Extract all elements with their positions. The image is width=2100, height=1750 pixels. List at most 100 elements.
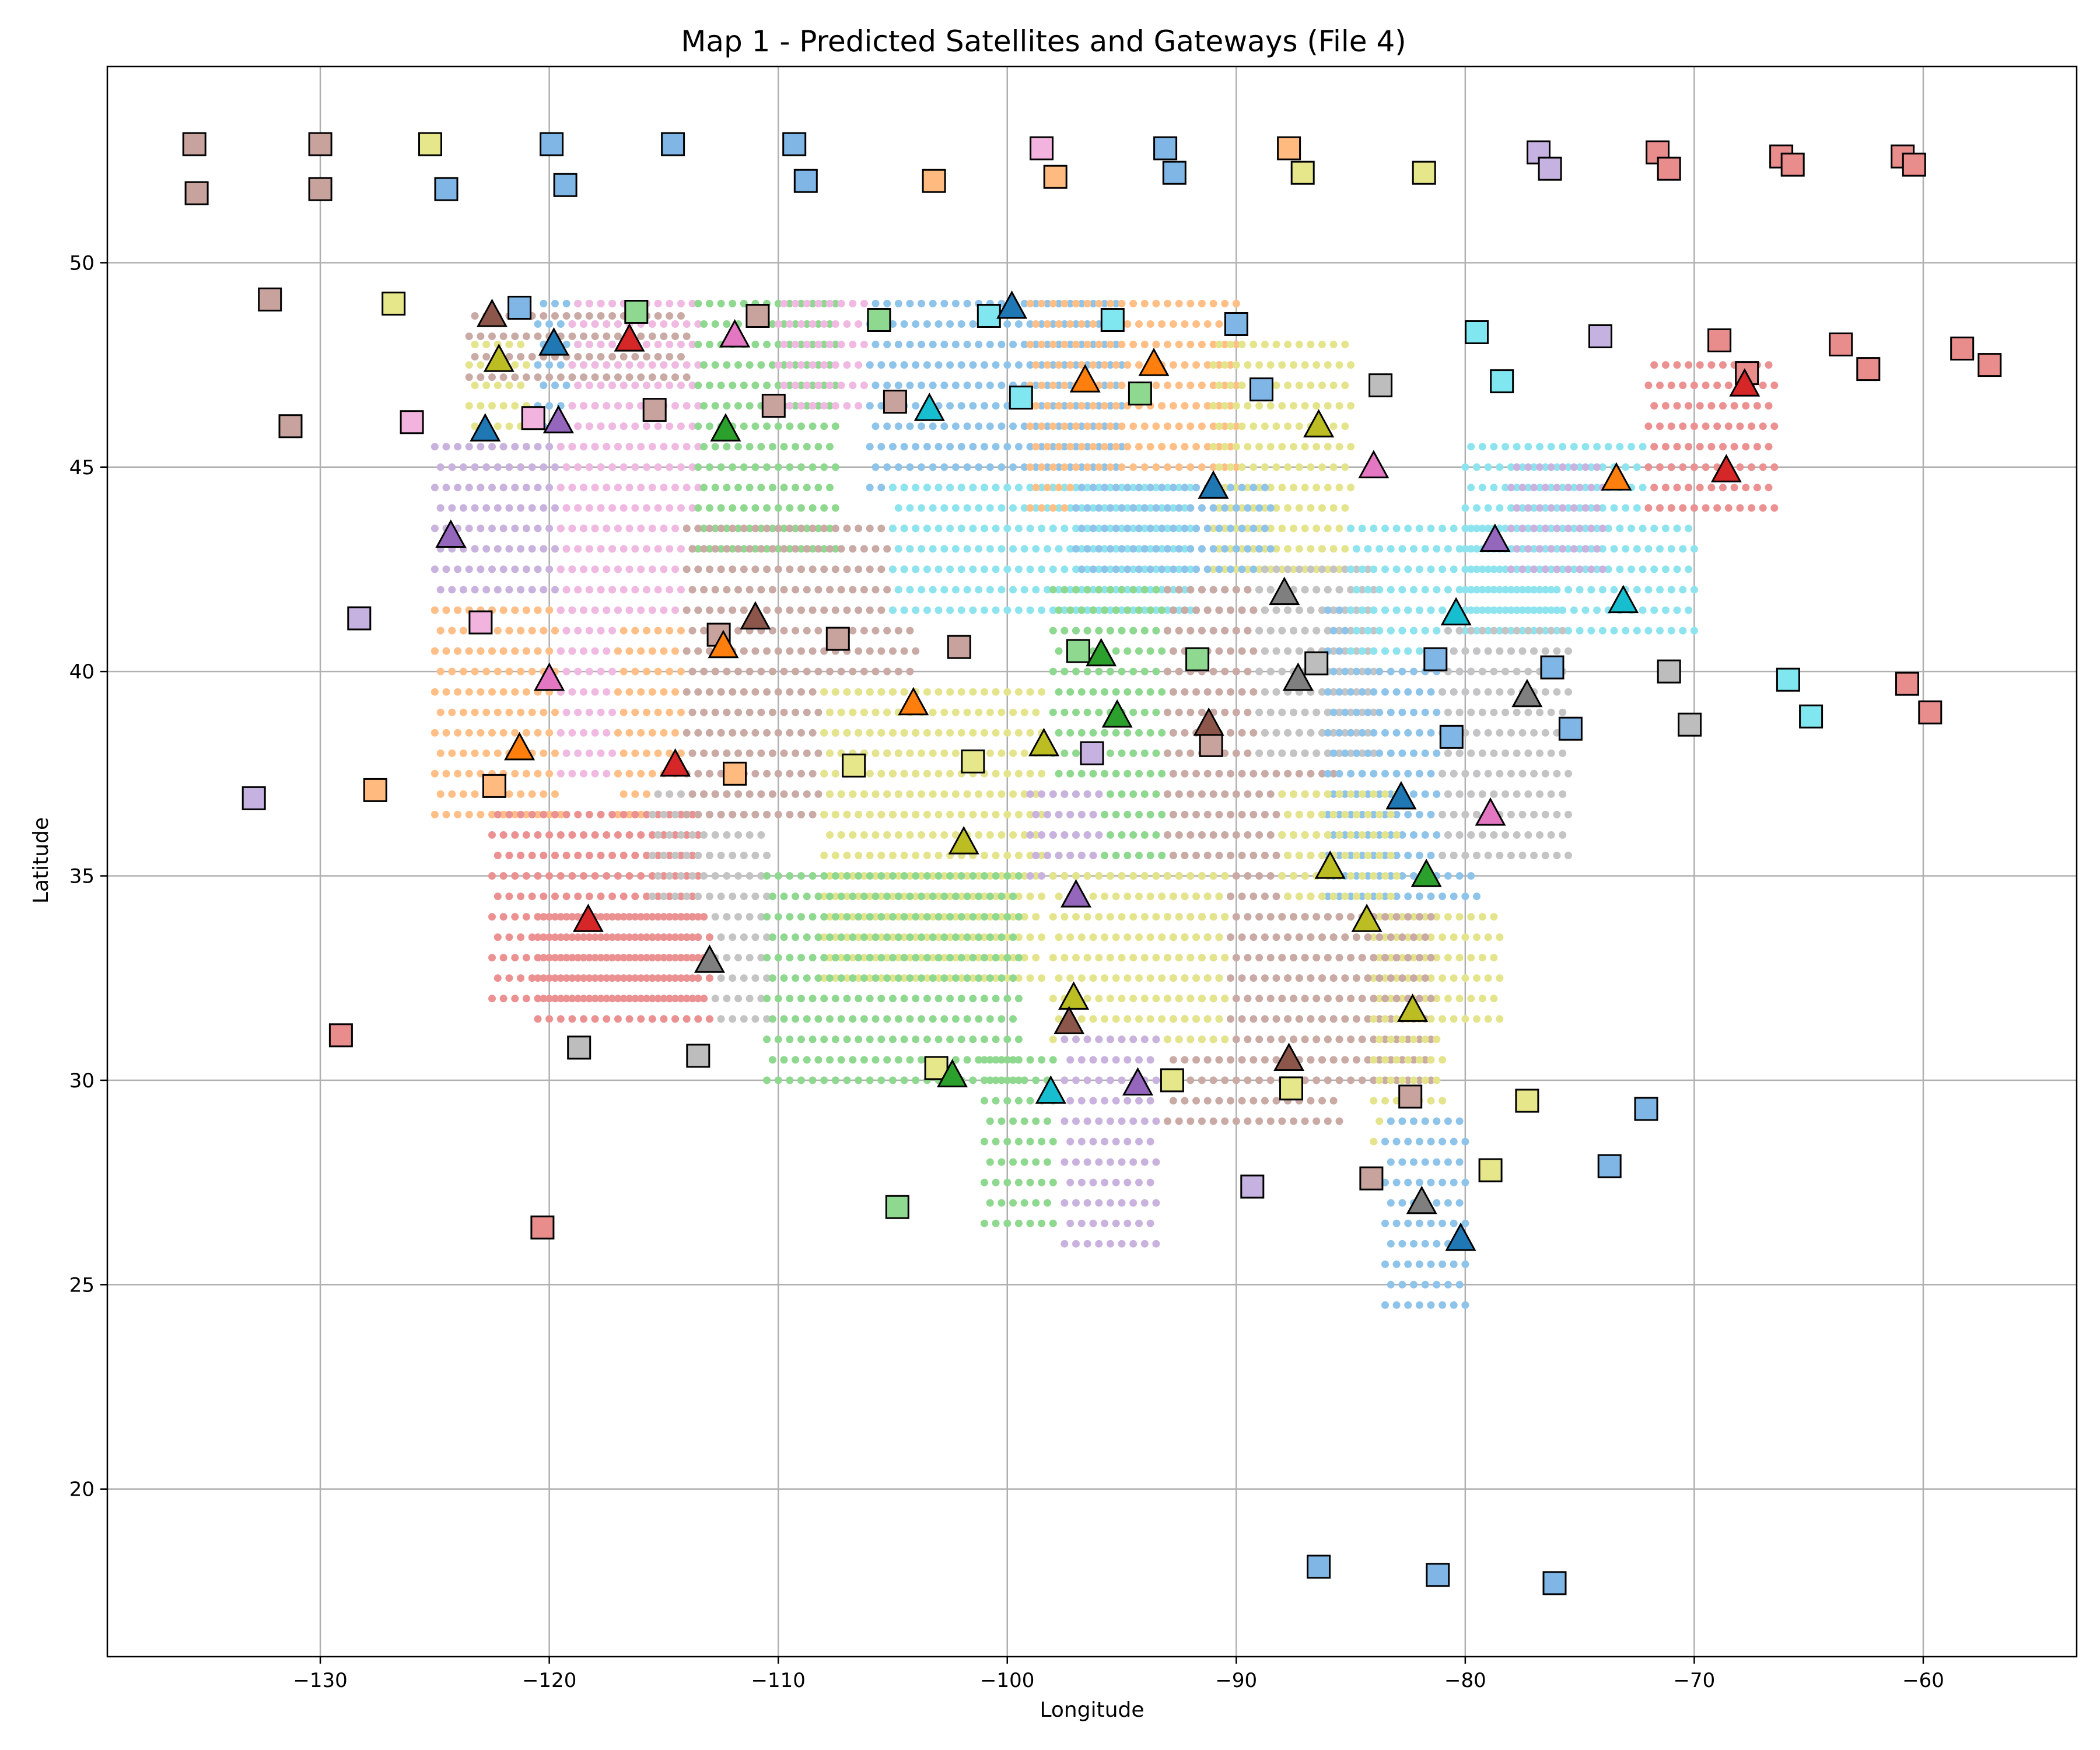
coverage-point — [1164, 586, 1171, 594]
coverage-point — [1724, 504, 1732, 512]
coverage-point — [1158, 402, 1166, 410]
coverage-point — [986, 974, 994, 982]
coverage-point — [729, 729, 737, 737]
coverage-point — [992, 913, 1000, 921]
coverage-point — [1009, 1158, 1017, 1166]
coverage-point — [700, 831, 708, 839]
coverage-point — [1295, 565, 1303, 573]
coverage-point — [792, 1015, 800, 1023]
coverage-point — [1077, 810, 1086, 818]
coverage-point — [430, 729, 439, 737]
coverage-point — [1140, 626, 1149, 635]
coverage-point — [1415, 606, 1423, 614]
coverage-point — [494, 382, 502, 390]
coverage-point — [1238, 1015, 1246, 1023]
coverage-point — [820, 913, 828, 921]
coverage-point — [1335, 586, 1343, 594]
coverage-point — [1530, 463, 1538, 471]
coverage-point — [883, 974, 891, 982]
coverage-point — [1490, 626, 1498, 635]
coverage-point — [631, 790, 639, 798]
coverage-point — [1622, 504, 1630, 512]
coverage-point — [1112, 1178, 1120, 1186]
coverage-point — [1324, 626, 1332, 635]
coverage-point — [1347, 402, 1355, 410]
coverage-point — [1644, 463, 1653, 471]
coverage-point — [631, 667, 639, 676]
coverage-point — [1576, 586, 1584, 594]
coverage-point — [556, 913, 565, 921]
coverage-point — [889, 872, 897, 880]
coverage-point — [957, 892, 965, 901]
coverage-point — [786, 729, 794, 737]
coverage-point — [1232, 299, 1240, 307]
coverage-point — [1198, 504, 1206, 512]
coverage-point — [556, 320, 565, 328]
coverage-point — [803, 626, 811, 635]
coverage-point — [556, 769, 565, 778]
coverage-point — [1244, 913, 1252, 921]
coverage-point — [1335, 402, 1343, 410]
coverage-point — [860, 626, 868, 635]
coverage-point — [935, 565, 943, 573]
coverage-point — [534, 484, 542, 492]
coverage-point — [682, 332, 691, 340]
coverage-point — [746, 708, 754, 716]
coverage-point — [780, 708, 788, 716]
coverage-point — [705, 852, 713, 859]
coverage-point — [1559, 831, 1567, 839]
coverage-point — [1215, 422, 1223, 430]
coverage-point — [1044, 402, 1051, 410]
coverage-point — [792, 320, 800, 328]
coverage-point — [975, 954, 983, 962]
coverage-point — [998, 1158, 1006, 1166]
coverage-point — [1089, 443, 1097, 451]
coverage-point — [591, 954, 599, 962]
coverage-point — [872, 913, 880, 921]
coverage-point — [734, 995, 742, 1003]
coverage-point — [1169, 647, 1177, 655]
coverage-point — [1455, 749, 1464, 757]
coverage-point — [1570, 484, 1578, 492]
coverage-point — [872, 974, 880, 982]
coverage-point — [855, 688, 863, 696]
coverage-point — [855, 933, 863, 942]
chart-title: Map 1 - Predicted Satellites and Gateway… — [681, 24, 1406, 58]
coverage-point — [1421, 708, 1429, 716]
coverage-point — [826, 954, 834, 962]
coverage-point — [1181, 320, 1189, 328]
coverage-point — [1129, 667, 1138, 676]
coverage-point — [1181, 606, 1189, 614]
coverage-point — [1335, 892, 1343, 901]
coverage-point — [1696, 361, 1704, 369]
coverage-point — [585, 667, 593, 676]
coverage-point — [511, 995, 519, 1003]
coverage-point — [1507, 524, 1515, 533]
coverage-point — [1083, 504, 1091, 512]
coverage-point — [465, 361, 473, 369]
coverage-point — [803, 892, 811, 901]
coverage-point — [1290, 443, 1297, 451]
coverage-point — [660, 913, 668, 921]
coverage-point — [1724, 422, 1732, 430]
coverage-point — [1444, 708, 1452, 716]
coverage-point — [843, 995, 851, 1003]
coverage-point — [1238, 606, 1246, 614]
coverage-point — [951, 545, 960, 553]
coverage-point — [1444, 831, 1452, 839]
coverage-point — [1690, 422, 1698, 430]
coverage-point — [1032, 402, 1040, 410]
coverage-point — [1209, 667, 1217, 676]
coverage-point — [1404, 729, 1412, 737]
coverage-point — [711, 361, 719, 369]
coverage-point — [540, 933, 548, 942]
coverage-point — [1009, 913, 1017, 921]
coverage-point — [1232, 382, 1240, 390]
coverage-point — [1255, 831, 1264, 839]
coverage-point — [1038, 361, 1046, 369]
coverage-point — [1192, 974, 1200, 982]
coverage-point — [1077, 565, 1086, 573]
coverage-point — [1278, 402, 1286, 410]
coverage-point — [1221, 913, 1229, 921]
coverage-point — [894, 831, 902, 839]
